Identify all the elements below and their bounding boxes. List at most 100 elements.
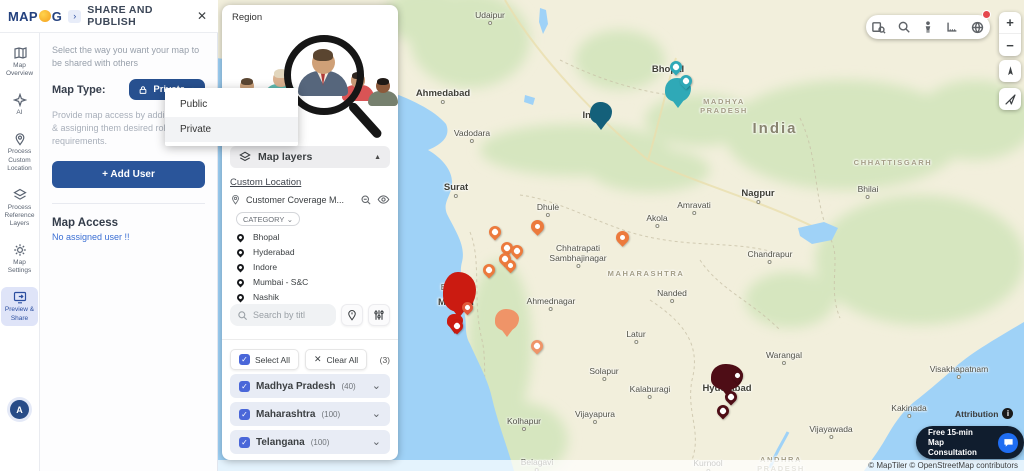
custom-location-link[interactable]: Custom Location (230, 177, 302, 188)
pin-icon (235, 262, 246, 272)
city-label: Nashik (253, 292, 279, 302)
close-icon[interactable]: ✕ (196, 9, 207, 23)
layer-city-item[interactable]: Nashik (235, 292, 308, 302)
location-pin-icon (15, 133, 24, 146)
pin-icon (235, 232, 246, 242)
city-label: Hyderabad (253, 247, 295, 257)
sidebar-item-map-settings[interactable]: Map Settings (1, 240, 38, 278)
checkbox-icon[interactable]: ✓ (239, 380, 250, 392)
state-count: (100) (310, 437, 330, 447)
gear-icon (13, 244, 26, 256)
pin-icon (235, 277, 246, 287)
zoom-to-layer-icon[interactable] (360, 194, 372, 206)
info-icon: i (1002, 408, 1014, 419)
map-type-option[interactable]: Public (180, 99, 208, 110)
map-access-title: Map Access (52, 217, 119, 230)
pin-icon (235, 292, 246, 302)
share-description: Provide map access by adding users & ass… (52, 110, 203, 147)
state-row[interactable]: ✓ Maharashtra (100) ⌄ (230, 402, 390, 426)
collapse-caret-icon[interactable]: ▲ (374, 153, 381, 161)
map-toolbar (866, 15, 990, 39)
checkbox-icon: ✓ (239, 354, 250, 365)
layer-city-item[interactable]: Bhopal (235, 232, 308, 242)
basemap-icon[interactable] (970, 20, 985, 35)
map-layers-header[interactable]: Map layers ▲ (230, 146, 390, 168)
selected-count: (3) (379, 354, 390, 365)
map-search-icon[interactable] (871, 20, 886, 35)
layers-icon (12, 188, 27, 200)
city-label: Mumbai - S&C (253, 277, 309, 287)
magnifier-icon (284, 35, 384, 140)
divider (222, 339, 398, 340)
layer-city-item[interactable]: Mumbai - S&C (235, 277, 309, 287)
checkbox-icon[interactable]: ✓ (239, 436, 250, 448)
logo-o-mark (38, 10, 51, 22)
sidebar-item-map-overview[interactable]: Map Overview (1, 43, 38, 81)
sidebar-rail: Map Overview AI Process Custom Location … (0, 33, 40, 471)
map-credits: © MapTiler © OpenStreetMap contributors (216, 460, 1024, 471)
user-avatar[interactable]: A (10, 400, 29, 419)
map-type-label: Map Type: (52, 83, 106, 96)
ai-icon (12, 93, 27, 108)
state-name: Madhya Pradesh (256, 380, 336, 392)
pin-icon (235, 247, 246, 257)
search-input[interactable] (253, 310, 319, 320)
search-icon[interactable] (897, 20, 911, 34)
state-row[interactable]: ✓ Madhya Pradesh (40) ⌄ (230, 374, 390, 398)
state-count: (40) (341, 381, 356, 391)
sidebar-item-ai[interactable]: AI (1, 90, 38, 120)
share-intro-text: Select the way you want your map to be s… (52, 45, 200, 68)
clear-all-button[interactable]: ✕ Clear All (304, 349, 368, 370)
pin-badge-icon (348, 310, 356, 321)
zoom-in-button[interactable]: + (999, 12, 1021, 34)
category-city-list: Bhopal Hyderabad Indore Mumbai - S&C Nashik (235, 232, 309, 302)
search-icon (238, 310, 248, 320)
zoom-control: + − (999, 12, 1021, 56)
locate-button[interactable] (999, 88, 1021, 110)
consultation-button[interactable]: Free 15-min Map Consultation (916, 426, 1024, 459)
region-title: Region (232, 12, 263, 23)
map-overview-icon (13, 47, 27, 59)
preview-share-icon (13, 292, 26, 304)
measure-icon[interactable] (945, 20, 959, 34)
app-logo[interactable]: MAP G (8, 8, 63, 24)
collapse-toggle[interactable]: › (68, 9, 82, 23)
notification-dot (982, 10, 991, 19)
chevron-down-icon: ⌄ (286, 214, 293, 224)
street-view-icon[interactable] (921, 20, 935, 34)
attribution-label: Attribution (955, 408, 999, 419)
chat-icon (998, 432, 1018, 453)
filter-sliders-icon (374, 310, 384, 320)
select-all-button[interactable]: ✓ Select All (230, 349, 299, 370)
zoom-out-button[interactable]: − (1006, 37, 1014, 53)
state-row[interactable]: ✓ Telangana (100) ⌄ (230, 430, 390, 454)
attribution-toggle[interactable]: Attribution i (955, 408, 1014, 419)
layers-icon (239, 151, 251, 162)
pin-outline-icon (232, 195, 239, 205)
layer-city-item[interactable]: Indore (235, 262, 308, 272)
pin-filter-button[interactable] (341, 304, 363, 326)
compass-button[interactable] (999, 60, 1021, 82)
panel-header: MAP G › SHARE AND PUBLISH ✕ (0, 0, 218, 33)
search-box[interactable] (230, 304, 336, 326)
state-list: ✓ Madhya Pradesh (40) ⌄ ✓ Maharashtra (100) ⌄ ✓ T… (230, 374, 390, 454)
consultation-line1: Free 15-min Map (928, 427, 973, 447)
lock-icon (140, 85, 147, 94)
category-dropdown[interactable]: CATEGORY ⌄ (236, 212, 300, 226)
person-figure (368, 77, 398, 106)
city-label: Bhopal (253, 232, 280, 242)
add-user-button[interactable]: + Add User (52, 161, 205, 189)
region-panel: Region Map layers ▲ Custom Location Cust… (222, 5, 398, 460)
map-type-menu: Public Private (165, 88, 298, 146)
filter-button[interactable] (368, 304, 390, 326)
sidebar-item-process-custom-location[interactable]: Process Custom Location (1, 129, 38, 175)
layer-city-item[interactable]: Hyderabad (235, 247, 308, 257)
eye-icon[interactable] (377, 193, 390, 206)
checkbox-icon[interactable]: ✓ (239, 408, 250, 420)
map-type-option[interactable]: Private (165, 117, 298, 142)
team-illustration (222, 25, 398, 140)
sidebar-item-preview-share[interactable]: Preview & Share (1, 287, 38, 326)
sidebar-item-process-reference-layers[interactable]: Process Reference Layers (1, 185, 38, 231)
panel-title: SHARE AND PUBLISH (87, 4, 153, 28)
layer-row[interactable]: Customer Coverage M... (230, 193, 390, 206)
